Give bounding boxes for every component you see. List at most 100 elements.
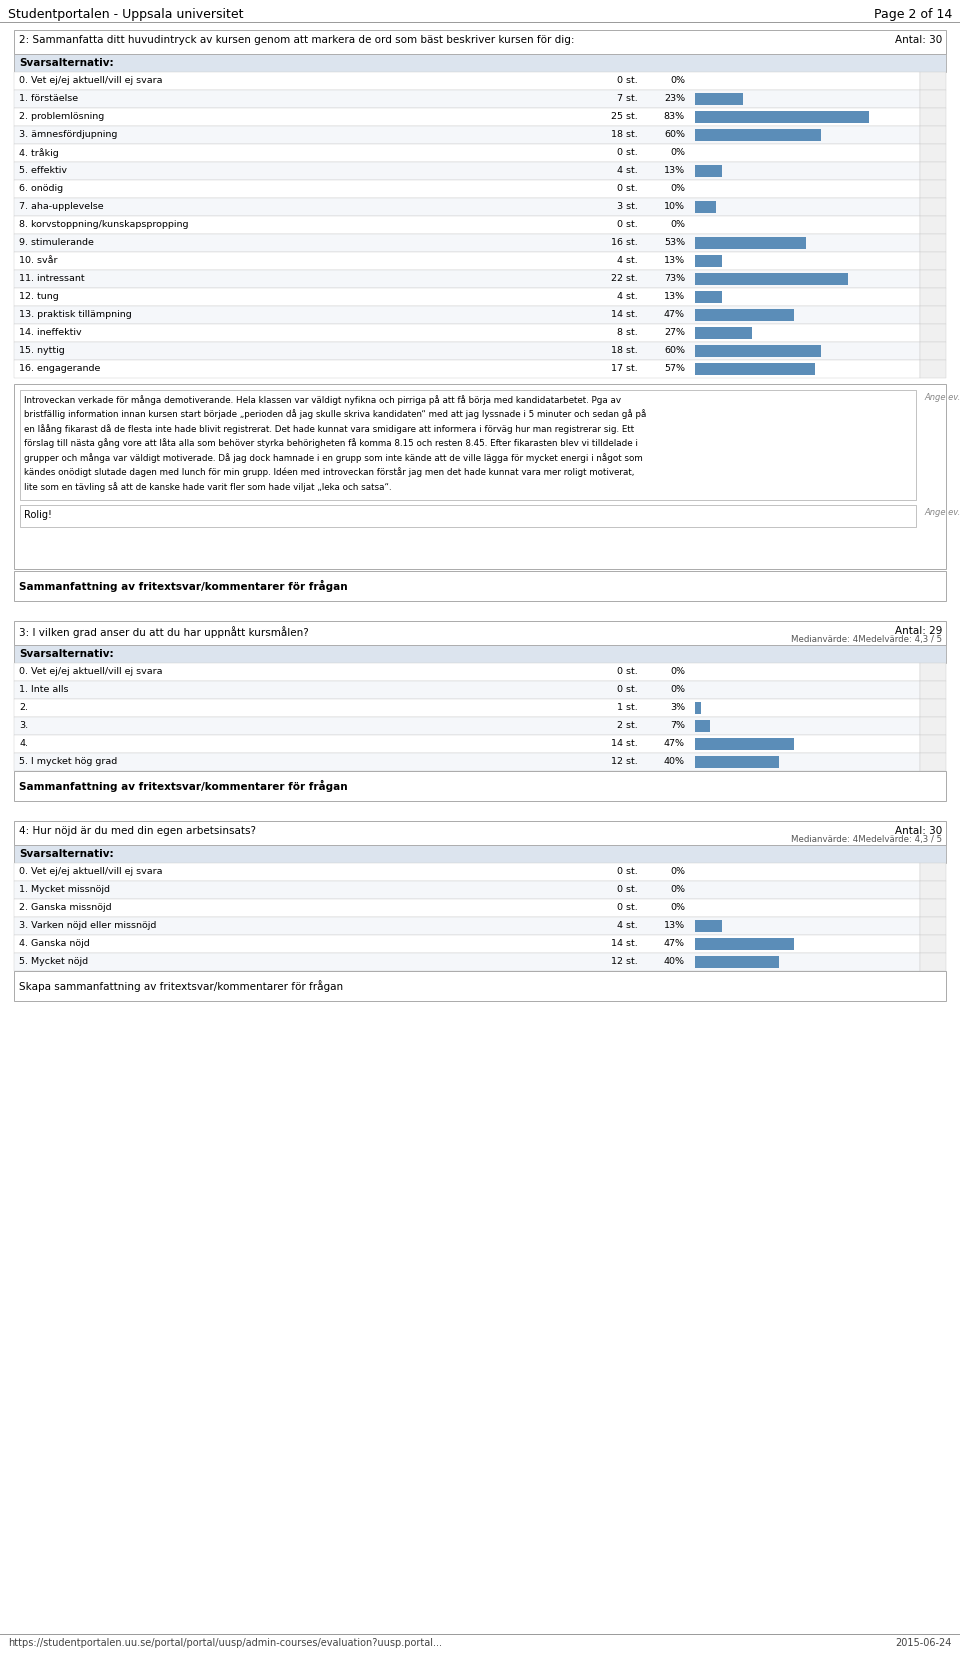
- Text: 14 st.: 14 st.: [612, 939, 638, 948]
- Text: 1 st.: 1 st.: [617, 703, 638, 711]
- Text: en låång fikarast då de flesta inte hade blivit registrerat. Det hade kunnat var: en låång fikarast då de flesta inte hade…: [24, 423, 635, 433]
- Bar: [695, 111, 870, 122]
- Bar: [14, 716, 920, 734]
- Bar: [14, 306, 920, 324]
- Text: 8 st.: 8 st.: [617, 327, 638, 337]
- Text: 18 st.: 18 st.: [612, 346, 638, 356]
- Text: 0%: 0%: [670, 903, 685, 911]
- Text: 4 st.: 4 st.: [617, 293, 638, 301]
- Text: Ange ev. nyckelord: Ange ev. nyckelord: [924, 508, 960, 518]
- Text: Studentportalen - Uppsala universitet: Studentportalen - Uppsala universitet: [8, 8, 244, 22]
- Bar: [695, 237, 806, 250]
- Text: 16. engagerande: 16. engagerande: [19, 364, 101, 374]
- Bar: [920, 935, 946, 953]
- Text: Svarsalternativ:: Svarsalternativ:: [19, 58, 113, 68]
- Text: bristfällig information innan kursen start började „perioden då jag skulle skriv: bristfällig information innan kursen sta…: [24, 410, 646, 420]
- Text: 22 st.: 22 st.: [612, 275, 638, 283]
- Bar: [695, 956, 779, 968]
- Bar: [695, 719, 709, 733]
- Text: 18 st.: 18 st.: [612, 131, 638, 139]
- Text: 2. Ganska missnöjd: 2. Ganska missnöjd: [19, 903, 111, 911]
- Text: 13%: 13%: [664, 256, 685, 265]
- Bar: [695, 362, 815, 375]
- Bar: [920, 288, 946, 306]
- Text: Svarsalternativ:: Svarsalternativ:: [19, 648, 113, 658]
- Bar: [920, 306, 946, 324]
- Text: 60%: 60%: [664, 131, 685, 139]
- Bar: [14, 384, 946, 569]
- Text: 53%: 53%: [664, 238, 685, 246]
- Text: grupper och många var väldigt motiverade. Då jag dock hamnade i en grupp som int: grupper och många var väldigt motiverade…: [24, 453, 643, 463]
- Text: 5. Mycket nöjd: 5. Mycket nöjd: [19, 958, 88, 966]
- Bar: [920, 700, 946, 716]
- Text: 7%: 7%: [670, 721, 685, 729]
- Bar: [695, 938, 794, 949]
- Text: 5. effektiv: 5. effektiv: [19, 165, 67, 175]
- Bar: [14, 108, 920, 126]
- Text: kändes onödigt slutade dagen med lunch för min grupp. Idéen med introveckan förs: kändes onödigt slutade dagen med lunch f…: [24, 468, 635, 478]
- Text: 4: Hur nöjd är du med din egen arbetsinsats?: 4: Hur nöjd är du med din egen arbetsins…: [19, 825, 256, 835]
- Text: Sammanfattning av fritextsvar/kommentarer för frågan: Sammanfattning av fritextsvar/kommentare…: [19, 781, 348, 792]
- Bar: [695, 756, 779, 767]
- Text: 11. intressant: 11. intressant: [19, 275, 84, 283]
- Text: 0. Vet ej/ej aktuell/vill ej svara: 0. Vet ej/ej aktuell/vill ej svara: [19, 667, 162, 676]
- Text: 4 st.: 4 st.: [617, 256, 638, 265]
- Bar: [695, 309, 794, 321]
- Bar: [920, 716, 946, 734]
- Bar: [14, 753, 920, 771]
- Text: 14 st.: 14 st.: [612, 309, 638, 319]
- Text: 1. förstäelse: 1. förstäelse: [19, 94, 78, 103]
- Bar: [920, 217, 946, 233]
- Text: 4.: 4.: [19, 739, 28, 748]
- Text: 8. korvstoppning/kunskapspropping: 8. korvstoppning/kunskapspropping: [19, 220, 188, 228]
- Text: 17 st.: 17 st.: [612, 364, 638, 374]
- Bar: [20, 504, 916, 528]
- Text: lite som en tävling så att de kanske hade varit fler som hade viljat „leka och s: lite som en tävling så att de kanske had…: [24, 481, 392, 491]
- Text: 3%: 3%: [670, 703, 685, 711]
- Bar: [920, 734, 946, 753]
- Text: 3: I vilken grad anser du att du har uppnått kursmålen?: 3: I vilken grad anser du att du har upp…: [19, 625, 309, 638]
- Text: 4. tråkig: 4. tråkig: [19, 147, 59, 157]
- Bar: [695, 273, 849, 284]
- Text: 73%: 73%: [664, 275, 685, 283]
- Text: 0 st.: 0 st.: [617, 147, 638, 157]
- Text: 23%: 23%: [664, 94, 685, 103]
- Text: 5. I mycket hög grad: 5. I mycket hög grad: [19, 758, 117, 766]
- Bar: [920, 162, 946, 180]
- Bar: [920, 180, 946, 198]
- Text: 7. aha-upplevelse: 7. aha-upplevelse: [19, 202, 104, 212]
- Bar: [14, 162, 920, 180]
- Bar: [14, 700, 920, 716]
- Bar: [695, 129, 821, 141]
- Bar: [920, 270, 946, 288]
- Bar: [14, 771, 946, 801]
- Bar: [920, 73, 946, 89]
- Bar: [695, 346, 821, 357]
- Text: 4 st.: 4 st.: [617, 921, 638, 930]
- Text: 40%: 40%: [664, 958, 685, 966]
- Text: 2 st.: 2 st.: [617, 721, 638, 729]
- Bar: [920, 324, 946, 342]
- Text: 3 st.: 3 st.: [617, 202, 638, 212]
- Text: 14. ineffektiv: 14. ineffektiv: [19, 327, 82, 337]
- Bar: [920, 108, 946, 126]
- Bar: [14, 916, 920, 935]
- Text: 0 st.: 0 st.: [617, 220, 638, 228]
- Bar: [14, 663, 920, 681]
- Text: 9. stimulerande: 9. stimulerande: [19, 238, 94, 246]
- Text: Sammanfattning av fritextsvar/kommentarer för frågan: Sammanfattning av fritextsvar/kommentare…: [19, 581, 348, 592]
- Text: 15. nyttig: 15. nyttig: [19, 346, 64, 356]
- Text: 1. Inte alls: 1. Inte alls: [19, 685, 68, 695]
- Text: 13%: 13%: [664, 921, 685, 930]
- Bar: [14, 935, 920, 953]
- Text: Svarsalternativ:: Svarsalternativ:: [19, 849, 113, 858]
- Bar: [14, 198, 920, 217]
- Text: 0%: 0%: [670, 220, 685, 228]
- Bar: [695, 165, 722, 177]
- Bar: [14, 681, 920, 700]
- Text: 13%: 13%: [664, 165, 685, 175]
- Text: Antal: 29: Antal: 29: [895, 625, 942, 637]
- Bar: [14, 126, 920, 144]
- Text: 0%: 0%: [670, 76, 685, 84]
- Bar: [14, 882, 920, 900]
